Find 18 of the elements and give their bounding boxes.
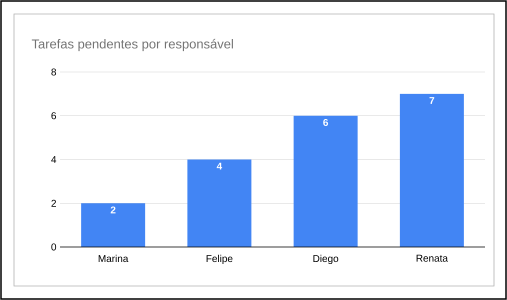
y-tick-label: 2 — [51, 200, 56, 207]
bar — [400, 94, 464, 247]
chart-title: Tarefas pendentes por responsável — [32, 38, 233, 52]
x-tick-label: Diego — [313, 254, 338, 264]
y-tick-label: 8 — [51, 68, 56, 76]
data-label: 4 — [216, 162, 222, 170]
y-tick-label: 0 — [51, 243, 56, 251]
data-label: 7 — [430, 97, 434, 104]
bar — [187, 160, 252, 247]
bar — [81, 203, 146, 247]
x-tick-label: Renata — [416, 254, 448, 262]
bar — [294, 116, 358, 247]
data-label: 6 — [323, 118, 328, 126]
y-tick-label: 6 — [51, 112, 56, 120]
x-tick-label: Marina — [98, 254, 128, 262]
data-label: 2 — [110, 206, 116, 214]
x-tick-label: Felipe — [206, 254, 232, 264]
y-tick-label: 4 — [51, 156, 56, 163]
